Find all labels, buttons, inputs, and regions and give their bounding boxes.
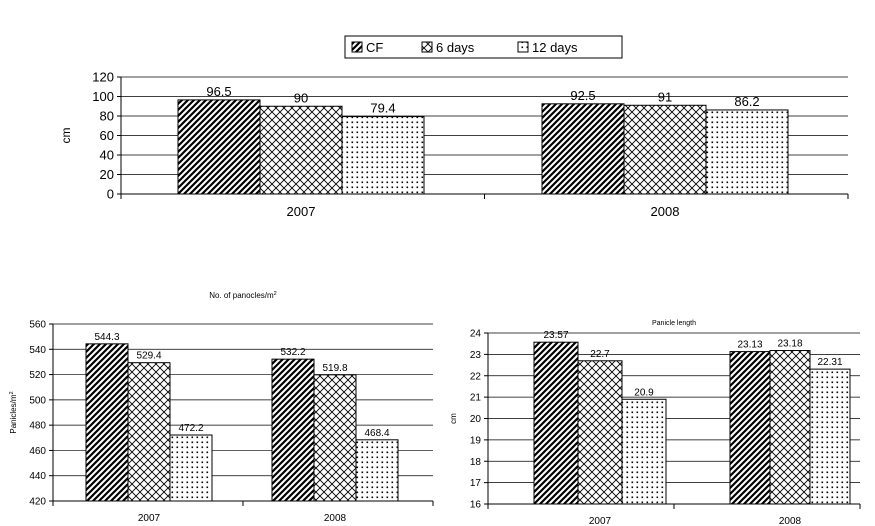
y-tick-label: 23: [470, 350, 482, 361]
y-axis-label: Panicles/m2: [9, 391, 18, 433]
y-tick-label: 40: [100, 148, 114, 163]
y-axis-label: cm: [449, 413, 458, 424]
chart-title-sup: 2: [274, 291, 277, 297]
category-label: 2007: [589, 516, 612, 526]
bar: [341, 116, 425, 195]
data-label: 468.4: [364, 428, 389, 439]
y-tick-label: 22: [470, 371, 482, 382]
y-tick-label: 0: [107, 187, 114, 202]
data-label: 86.2: [734, 94, 759, 109]
y-tick-label: 480: [29, 421, 46, 432]
legend-label: 6 days: [436, 40, 475, 55]
bar: [577, 360, 623, 505]
data-label: 92.5: [570, 88, 595, 103]
chart-title: No. of panocles/m2: [209, 291, 277, 300]
y-tick-label: 18: [470, 457, 482, 468]
y-tick-label: 540: [29, 345, 46, 356]
bar: [127, 362, 171, 502]
legend-label: 12 days: [532, 40, 578, 55]
y-tick-label: 16: [470, 500, 482, 511]
data-label: 79.4: [370, 101, 395, 116]
data-label: 90: [294, 90, 308, 105]
y-tick-label: 420: [29, 497, 46, 508]
y-tick-label: 440: [29, 471, 46, 482]
bar: [355, 439, 399, 502]
legend-swatch: [351, 41, 363, 53]
legend-swatch: [421, 41, 433, 53]
bar: [271, 358, 315, 502]
data-label: 91: [658, 89, 672, 104]
data-label: 23.13: [737, 340, 762, 351]
y-tick-label: 24: [470, 329, 482, 340]
y-tick-label: 520: [29, 370, 46, 381]
bar: [85, 343, 129, 502]
y-tick-label: 560: [29, 320, 46, 331]
legend-swatch: [517, 41, 529, 53]
bar: [541, 103, 625, 195]
data-label: 22.7: [590, 349, 610, 360]
bar: [769, 350, 811, 505]
panicles-chart: 420 440 460 480 500 520 540 560 544.3 529.4 472.2 2…: [9, 291, 434, 524]
data-label: 519.8: [322, 363, 347, 374]
y-tick-label: 17: [470, 478, 482, 489]
legend: CF 6 days 12 days: [344, 35, 623, 59]
bar: [259, 105, 343, 195]
y-tick-label: 100: [92, 89, 114, 104]
data-label: 22.31: [817, 357, 842, 368]
data-label: 23.57: [543, 330, 568, 341]
y-tick-label: 120: [92, 70, 114, 85]
bar: [313, 374, 357, 502]
plant-height-chart: 0 20 40 60 80 100 120 96.5 90 79.4 2007 92.5 91 86.2 2…: [59, 38, 849, 219]
y-tick-label: 500: [29, 395, 46, 406]
category-label: 2007: [287, 204, 316, 219]
bar: [623, 104, 707, 195]
y-tick-label: 60: [100, 128, 114, 143]
chart-title: Panicle length: [652, 320, 696, 327]
bar: [705, 109, 789, 195]
data-label: 96.5: [206, 84, 231, 99]
y-tick-label: 20: [100, 167, 114, 182]
y-tick-label: 20: [470, 414, 482, 425]
bar: [809, 368, 851, 505]
y-tick-label: 19: [470, 435, 482, 446]
bar: [729, 351, 771, 505]
legend-box: [344, 35, 623, 59]
category-label: 2008: [651, 204, 680, 219]
category-label: 2008: [324, 513, 347, 524]
bar: [621, 398, 667, 505]
bar: [533, 341, 579, 505]
category-label: 2007: [138, 513, 161, 524]
data-label: 23.18: [777, 339, 802, 350]
panicle-length-chart: 16 17 18 19 20 21 22 23 24 23.57 22.7 20.9 2007 23.13…: [449, 320, 861, 526]
data-label: 544.3: [94, 332, 119, 343]
data-label: 20.9: [634, 387, 654, 398]
legend-label: CF: [366, 40, 383, 55]
y-axis-label-sup: 2: [9, 391, 15, 394]
data-label: 532.2: [280, 347, 305, 358]
bar: [177, 99, 261, 195]
y-tick-label: 80: [100, 109, 114, 124]
y-tick-label: 21: [470, 393, 482, 404]
category-label: 2008: [779, 516, 802, 526]
y-tick-label: 460: [29, 446, 46, 457]
y-axis-label: cm: [59, 128, 73, 144]
data-label: 472.2: [178, 423, 203, 434]
data-label: 529.4: [136, 351, 161, 362]
bar: [169, 434, 213, 502]
